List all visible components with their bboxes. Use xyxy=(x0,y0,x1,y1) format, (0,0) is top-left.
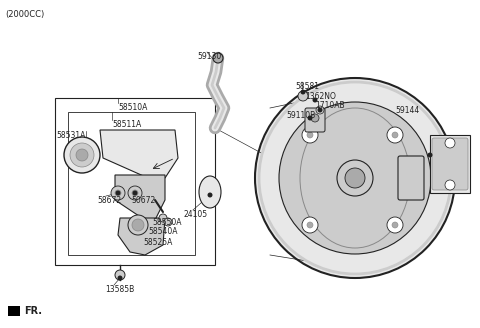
Circle shape xyxy=(298,91,308,101)
Bar xyxy=(55,98,215,265)
Text: 59110B: 59110B xyxy=(286,111,315,120)
Circle shape xyxy=(213,53,223,63)
Ellipse shape xyxy=(199,176,221,208)
FancyBboxPatch shape xyxy=(305,108,325,132)
Circle shape xyxy=(302,217,318,233)
Circle shape xyxy=(118,276,122,280)
Circle shape xyxy=(345,168,365,188)
Circle shape xyxy=(132,190,138,196)
Circle shape xyxy=(307,132,313,138)
Circle shape xyxy=(302,127,318,143)
Text: 24105: 24105 xyxy=(183,210,207,219)
Circle shape xyxy=(159,214,167,222)
Circle shape xyxy=(259,82,451,274)
Circle shape xyxy=(387,217,403,233)
Text: 50672: 50672 xyxy=(131,196,155,205)
Text: 58511A: 58511A xyxy=(112,120,141,129)
Circle shape xyxy=(300,90,305,94)
Circle shape xyxy=(387,127,403,143)
Circle shape xyxy=(64,137,100,173)
Circle shape xyxy=(128,186,142,200)
Text: 1362NO: 1362NO xyxy=(305,92,336,101)
Circle shape xyxy=(70,143,94,167)
Bar xyxy=(68,112,195,255)
Circle shape xyxy=(255,78,455,278)
Circle shape xyxy=(392,132,398,138)
Polygon shape xyxy=(118,218,165,255)
Text: FR.: FR. xyxy=(24,306,42,316)
Circle shape xyxy=(128,215,148,235)
Text: (2000CC): (2000CC) xyxy=(5,10,44,19)
Text: 59144: 59144 xyxy=(395,106,419,115)
Polygon shape xyxy=(100,130,178,178)
Circle shape xyxy=(312,97,317,102)
Circle shape xyxy=(392,222,398,228)
Polygon shape xyxy=(115,175,165,220)
Text: 58581: 58581 xyxy=(295,82,319,91)
Ellipse shape xyxy=(300,108,410,248)
Circle shape xyxy=(111,186,125,200)
Bar xyxy=(8,306,20,316)
Circle shape xyxy=(307,222,313,228)
Circle shape xyxy=(279,102,431,254)
Circle shape xyxy=(445,138,455,148)
Text: 1710AB: 1710AB xyxy=(315,101,345,110)
Circle shape xyxy=(316,106,324,114)
Circle shape xyxy=(116,191,120,195)
Text: 13585B: 13585B xyxy=(105,285,134,294)
Circle shape xyxy=(445,180,455,190)
Circle shape xyxy=(132,191,137,195)
Circle shape xyxy=(317,108,323,113)
Circle shape xyxy=(115,270,125,280)
Circle shape xyxy=(164,218,172,226)
FancyBboxPatch shape xyxy=(398,156,424,200)
Circle shape xyxy=(132,219,144,231)
Circle shape xyxy=(308,115,312,120)
Circle shape xyxy=(428,153,432,157)
Circle shape xyxy=(311,114,319,122)
Text: 58531A: 58531A xyxy=(56,131,85,140)
Bar xyxy=(430,135,470,193)
Circle shape xyxy=(337,160,373,196)
Text: 58550A: 58550A xyxy=(152,218,181,227)
Circle shape xyxy=(76,149,88,161)
Text: 58540A: 58540A xyxy=(148,227,178,236)
FancyBboxPatch shape xyxy=(432,138,468,190)
Text: 58525A: 58525A xyxy=(143,238,172,247)
Text: 58510A: 58510A xyxy=(118,103,147,112)
Text: 58672: 58672 xyxy=(97,196,121,205)
Text: 59130: 59130 xyxy=(197,52,221,61)
Circle shape xyxy=(207,193,213,197)
Circle shape xyxy=(115,190,121,196)
